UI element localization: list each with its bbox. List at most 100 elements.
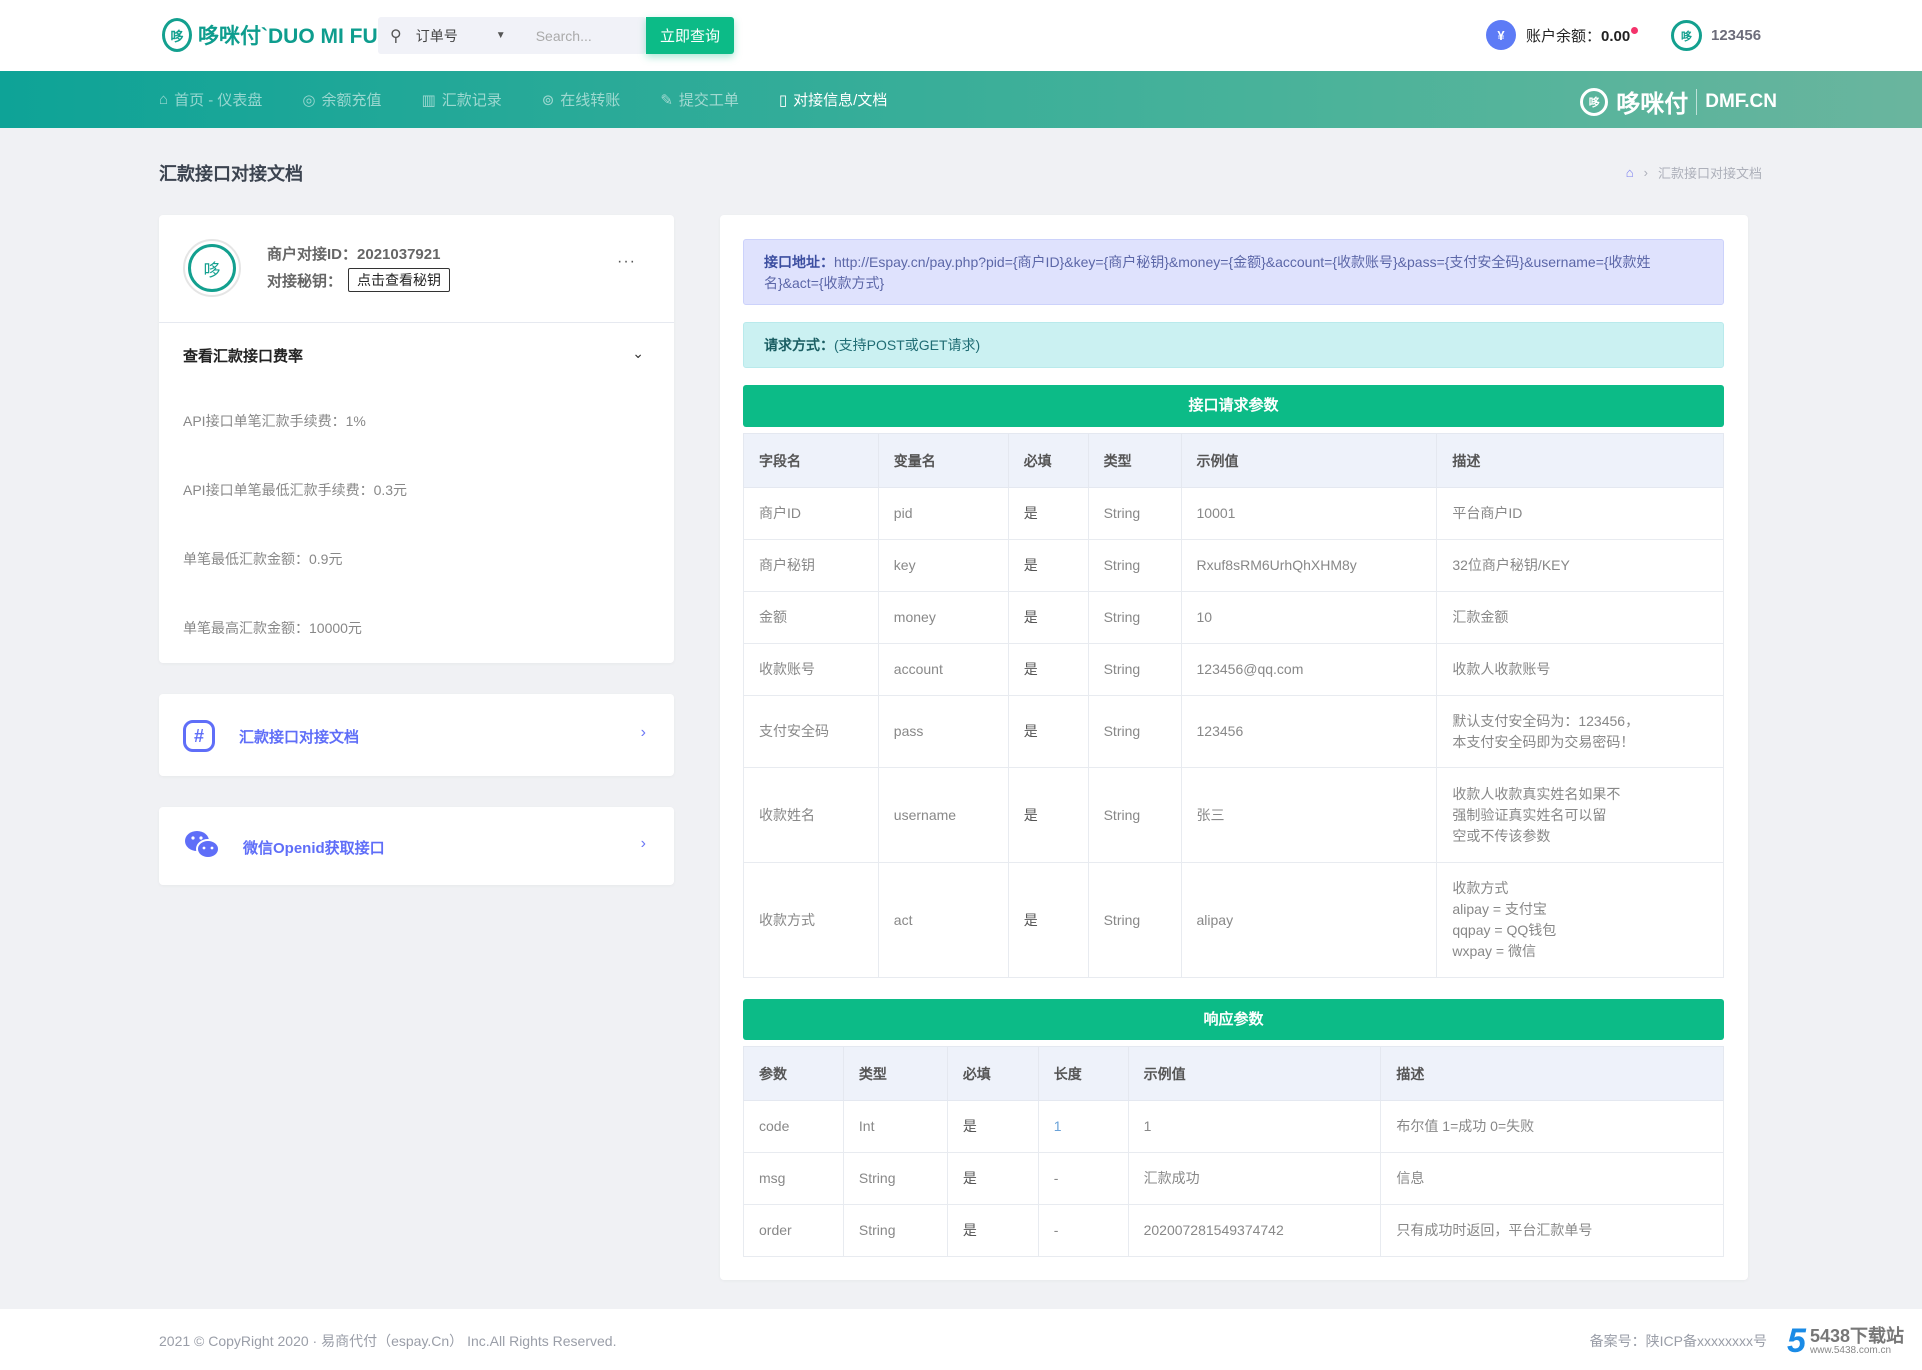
icp-number[interactable]: 备案号：陕ICP备xxxxxxxx号	[1589, 1333, 1767, 1349]
table-row: 金额 money 是 String 10 汇款金额	[743, 591, 1724, 644]
request-method-value: (支持POST或GET请求)	[834, 337, 981, 353]
table-header-row: 字段名 变量名 必填 类型 示例值 描述	[743, 433, 1724, 488]
brand-divider	[1696, 88, 1698, 115]
logo[interactable]: 哆哆咪付`DUO MI FU	[162, 18, 378, 52]
table-cell: -	[1037, 1152, 1129, 1205]
brand-name: 哆咪付	[1616, 91, 1689, 118]
footer: 2021 © CopyRight 2020 · 易商代付（espay.Cn） I…	[0, 1309, 1922, 1370]
nav-item[interactable]: ▥ 汇款记录	[422, 89, 502, 110]
nav-item-label: 余额充值	[321, 92, 382, 109]
column-header: 必填	[946, 1046, 1039, 1101]
table-cell: pid	[877, 487, 1009, 540]
nav-icon: ▯	[778, 91, 788, 109]
breadcrumb-current: 汇款接口对接文档	[1657, 166, 1762, 181]
table-cell: 支付安全码	[743, 695, 879, 768]
user-avatar: 哆	[1671, 20, 1702, 51]
merchant-logo-icon: 哆	[188, 244, 236, 292]
table-cell: 默认支付安全码为：123456， 本支付安全码即为交易密码！	[1436, 695, 1724, 768]
watermark-logo-icon: 5	[1787, 1322, 1806, 1360]
logo-icon: 哆	[162, 18, 192, 52]
column-header: 描述	[1436, 433, 1724, 488]
nav-item[interactable]: ⌂ 首页 - 仪表盘	[159, 89, 262, 110]
api-url-box: 接口地址：http://Espay.cn/pay.php?pid={商户ID}&…	[743, 239, 1724, 305]
table-cell: 布尔值 1=成功 0=失败	[1380, 1100, 1724, 1153]
table-cell: String	[1087, 767, 1182, 863]
table-cell: Int	[842, 1100, 948, 1153]
merchant-key: 对接秘钥： 点击查看秘钥	[267, 268, 451, 292]
search-bar: ⚲ 订单号 ▼	[378, 17, 646, 54]
nav-item-label: 在线转账	[560, 92, 621, 109]
merchant-card: 哆 商户对接ID：2021037921 对接秘钥： 点击查看秘钥 ··· 查看汇款…	[159, 215, 674, 663]
table-row: order String 是 -202007281549374742 只有成功时返回，平…	[743, 1204, 1724, 1257]
table-cell: money	[877, 591, 1009, 644]
rate-item: API接口单笔最低汇款手续费：0.3元	[183, 482, 408, 498]
search-type-select[interactable]: 订单号	[415, 27, 458, 44]
table-cell: 是	[946, 1204, 1039, 1257]
table-cell: 收款账号	[743, 643, 879, 696]
view-key-button[interactable]: 点击查看秘钥	[348, 268, 451, 292]
chevron-right-icon: ›	[640, 724, 646, 741]
table-cell: String	[842, 1152, 948, 1205]
table-cell: msg	[743, 1152, 844, 1205]
api-url-label: 接口地址：	[764, 254, 834, 270]
rate-item: 单笔最低汇款金额：0.9元	[183, 551, 343, 567]
search-input[interactable]	[535, 27, 626, 44]
balance-text: 账户余额：0.00	[1526, 25, 1639, 46]
column-header: 类型	[1087, 433, 1182, 488]
nav-item-label: 首页 - 仪表盘	[174, 92, 263, 109]
query-button[interactable]: 立即查询	[646, 17, 734, 54]
column-header: 字段名	[743, 433, 879, 488]
column-header: 示例值	[1180, 433, 1438, 488]
nav-icon: ⌂	[159, 91, 169, 108]
table-cell: 10001	[1180, 487, 1438, 540]
link-remit-docs[interactable]: # 汇款接口对接文档 ›	[159, 694, 674, 776]
nav-item[interactable]: ◎ 余额充值	[302, 89, 381, 110]
table-cell: 1	[1127, 1100, 1382, 1153]
table-cell: 汇款金额	[1436, 591, 1724, 644]
user-menu[interactable]: 哆 123456	[1671, 20, 1761, 51]
chevron-down-icon[interactable]: ⌄	[632, 345, 644, 361]
column-header: 示例值	[1127, 1046, 1382, 1101]
home-icon[interactable]: ⌂	[1625, 165, 1634, 180]
table-cell: String	[1087, 643, 1182, 696]
table-row: 收款账号 account 是 String 123456@qq.com 收款人收款账号	[743, 643, 1724, 696]
nav-icon: ✎	[660, 91, 673, 109]
hash-icon: #	[183, 720, 215, 752]
nav-item[interactable]: ⊚ 在线转账	[542, 89, 621, 110]
account-balance[interactable]: ¥ 账户余额：0.00	[1486, 20, 1639, 50]
nav-item-label: 汇款记录	[441, 92, 502, 109]
chevron-down-icon[interactable]: ▼	[495, 30, 506, 41]
table-cell: String	[1087, 695, 1182, 768]
breadcrumb-separator: ›	[1643, 165, 1648, 180]
balance-value: 0.00	[1601, 27, 1631, 45]
page-title: 汇款接口对接文档	[159, 164, 303, 184]
logo-text: 哆咪付`DUO MI FU	[198, 25, 378, 48]
column-header: 必填	[1007, 433, 1089, 488]
nav-item[interactable]: ▯ 对接信息/文档	[779, 89, 887, 110]
table-cell: String	[1087, 487, 1182, 540]
table-cell: -	[1037, 1204, 1129, 1257]
link-wechat-openid[interactable]: 微信Openid获取接口 ›	[159, 807, 674, 885]
nav-item[interactable]: ✎ 提交工单	[660, 89, 739, 110]
table-cell: 是	[1007, 643, 1089, 696]
nav-icon: ◎	[302, 91, 316, 109]
api-url-value: http://Espay.cn/pay.php?pid={商户ID}&key={…	[764, 254, 1651, 291]
table-row: 支付安全码 pass 是 String 123456 默认支付安全码为：123456， 本…	[743, 695, 1724, 768]
table-cell: Rxuf8sRM6UrhQhXHM8y	[1180, 539, 1438, 592]
table-cell: 只有成功时返回，平台汇款单号	[1380, 1204, 1724, 1257]
rates-title[interactable]: 查看汇款接口费率	[183, 348, 304, 365]
more-icon[interactable]: ···	[617, 253, 636, 270]
table-cell: 是	[946, 1152, 1039, 1205]
table-row: 商户ID pid 是 String 10001 平台商户ID	[743, 487, 1724, 540]
table-cell: 是	[1007, 487, 1089, 540]
nav-item-label: 对接信息/文档	[793, 92, 888, 109]
table-header-row: 参数 类型 必填 长度 示例值 描述	[743, 1046, 1724, 1101]
copyright: 2021 © CopyRight 2020 · 易商代付（espay.Cn） I…	[159, 1333, 617, 1349]
chevron-right-icon: ›	[640, 835, 646, 852]
table-cell: String	[842, 1204, 948, 1257]
merchant-key-label: 对接秘钥：	[267, 272, 343, 290]
table-cell: String	[1087, 591, 1182, 644]
table-cell: 张三	[1180, 767, 1438, 863]
column-header: 描述	[1380, 1046, 1724, 1101]
table-cell: String	[1087, 862, 1182, 978]
